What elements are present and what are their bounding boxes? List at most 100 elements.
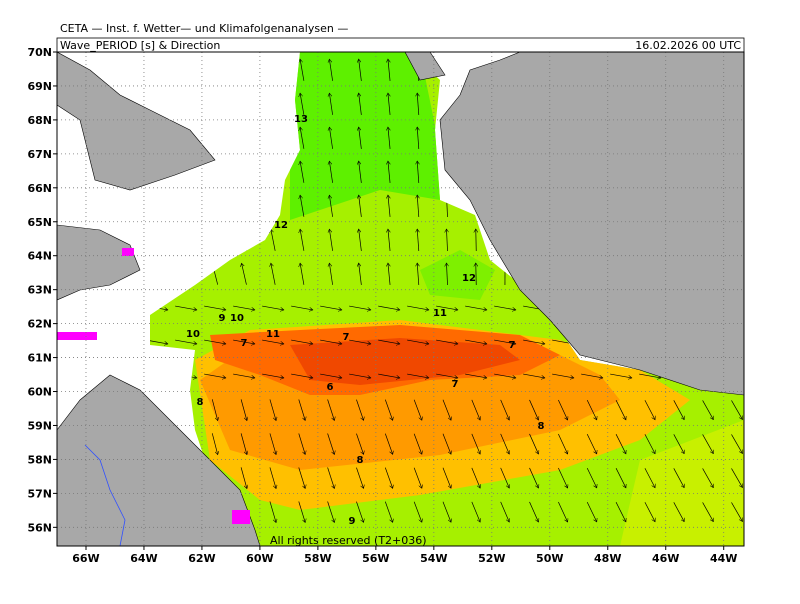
direction-arrow [154, 229, 160, 250]
direction-arrow [59, 374, 81, 378]
land [57, 225, 140, 300]
y-tick-label: 68N [27, 114, 52, 127]
y-tick-label: 62N [27, 318, 52, 331]
direction-arrow [242, 127, 247, 148]
contour-label: 8 [357, 455, 364, 466]
x-tick-label: 46W [652, 552, 679, 565]
coast-cell [57, 332, 97, 340]
direction-arrow [242, 161, 247, 182]
direction-arrow [59, 340, 81, 344]
y-tick-label: 67N [27, 148, 52, 161]
contour-label: 8 [538, 421, 545, 432]
direction-arrow [183, 93, 189, 114]
direction-arrow [242, 195, 247, 216]
direction-arrow [271, 93, 275, 115]
x-tick-label: 66W [72, 552, 99, 565]
direction-arrow [271, 127, 275, 149]
direction-arrow [212, 195, 217, 216]
baffin-island [57, 52, 215, 190]
y-tick-label: 70N [27, 46, 52, 59]
direction-arrow [117, 306, 139, 310]
direction-arrow [271, 195, 275, 217]
header-title: CETA — Inst. f. Wetter— und Klimafolgena… [60, 22, 348, 35]
x-tick-label: 64W [130, 552, 157, 565]
direction-arrow [271, 161, 275, 183]
y-tick-label: 58N [27, 453, 52, 466]
contour-label: 10 [186, 329, 200, 340]
direction-arrow [183, 59, 189, 80]
contour-label: 8 [197, 397, 204, 408]
x-tick-label: 60W [246, 552, 273, 565]
x-tick-label: 58W [304, 552, 331, 565]
header-date: 16.02.2026 00 UTC [635, 39, 741, 52]
y-tick-label: 59N [27, 419, 52, 432]
x-tick-label: 44W [710, 552, 737, 565]
direction-arrow [59, 306, 81, 310]
direction-arrow [183, 399, 188, 420]
y-tick-label: 65N [27, 216, 52, 229]
y-tick-label: 61N [27, 352, 52, 365]
contour-label: 10 [230, 313, 244, 324]
contour-label: 6 [327, 382, 334, 393]
contour-label: 13 [294, 114, 308, 125]
y-tick-label: 63N [27, 284, 52, 297]
contour-label: 9 [349, 516, 356, 527]
y-tick-label: 64N [27, 250, 52, 263]
direction-arrow [154, 263, 160, 284]
direction-arrow [212, 127, 217, 148]
direction-arrow [154, 93, 160, 114]
x-tick-label: 56W [362, 552, 389, 565]
contour-label: 7 [509, 340, 516, 351]
direction-arrow [66, 162, 74, 182]
y-tick-label: 56N [27, 521, 52, 534]
direction-arrow [154, 195, 160, 216]
y-tick-label: 69N [27, 80, 52, 93]
copyright: All rights reserved (T2+036) [270, 534, 427, 547]
direction-arrow [88, 340, 110, 344]
x-tick-label: 62W [188, 552, 215, 565]
y-tick-label: 57N [27, 487, 52, 500]
contour-label: 12 [462, 273, 476, 284]
direction-arrow [212, 229, 217, 250]
direction-arrow [146, 374, 168, 378]
direction-arrow [271, 59, 275, 81]
direction-arrow [212, 93, 217, 114]
direction-arrow [183, 195, 189, 216]
coast-cell [232, 510, 250, 524]
direction-arrow [66, 128, 74, 148]
contour-label: 7 [452, 379, 459, 390]
direction-arrow [117, 340, 139, 344]
y-tick-label: 60N [27, 386, 52, 399]
x-tick-label: 48W [594, 552, 621, 565]
x-tick-label: 54W [420, 552, 447, 565]
contour-label: 11 [433, 308, 447, 319]
direction-arrow [212, 59, 217, 80]
contour-label: 7 [343, 332, 350, 343]
contour-label: 11 [266, 329, 280, 340]
y-tick-label: 66N [27, 182, 52, 195]
direction-arrow [446, 59, 447, 81]
direction-arrow [124, 196, 131, 217]
direction-arrow [117, 374, 139, 378]
direction-arrow [212, 161, 217, 182]
direction-arrow [183, 229, 189, 250]
direction-arrow [95, 196, 103, 217]
direction-arrow [242, 59, 247, 80]
direction-arrow [183, 263, 189, 284]
direction-arrow [154, 59, 160, 80]
coast-cell [122, 248, 134, 256]
header-subtitle: Wave_PERIOD [s] & Direction [60, 39, 220, 52]
direction-arrow [88, 306, 110, 310]
direction-arrow [242, 229, 247, 250]
direction-arrow [66, 196, 74, 216]
sea-band [290, 52, 440, 220]
direction-arrow [242, 93, 247, 114]
map-layers: 13 12 12 11 10 9 10 11 7 7 7 6 7 8 8 8 9 [57, 52, 748, 546]
direction-arrow [124, 60, 131, 81]
x-tick-label: 52W [478, 552, 505, 565]
contour-label: 7 [241, 338, 248, 349]
contour-label: 12 [274, 220, 288, 231]
contour-label: 9 [219, 313, 226, 324]
x-tick-label: 50W [536, 552, 563, 565]
